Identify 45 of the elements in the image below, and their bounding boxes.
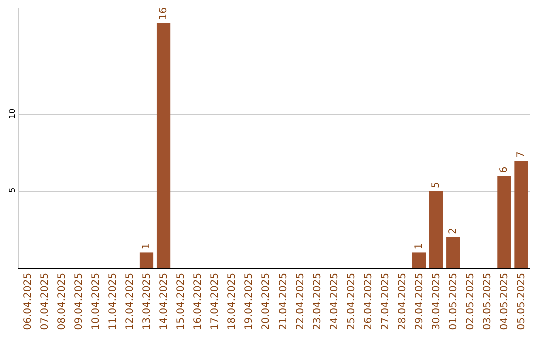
x-tick-label: 20.04.2025 [261,273,272,330]
bar [514,160,528,268]
x-tick-label: 13.04.2025 [142,273,153,330]
x-tick-label: 19.04.2025 [244,273,256,330]
x-tick-label: 01.05.2025 [448,273,460,330]
x-tick-label: 04.05.2025 [500,273,511,330]
data-label: 7 [516,152,527,158]
x-tick-label: 21.04.2025 [278,273,290,330]
data-label: 16 [158,8,170,20]
x-tick-label: 09.04.2025 [74,273,85,330]
x-tick-label: 12.04.2025 [124,273,136,330]
x-tick-label: 25.04.2025 [346,273,358,330]
x-tick-label: 15.04.2025 [176,273,188,330]
x-tick-label: 23.04.2025 [312,273,324,330]
x-tick-label: 27.04.2025 [380,273,392,330]
bar [156,23,171,268]
data-label: 6 [498,166,510,174]
data-label: 5 [430,182,442,189]
x-tick-label: 18.04.2025 [227,273,238,330]
x-tick-label: 07.04.2025 [40,273,51,330]
x-tick-label: 06.04.2025 [22,273,34,330]
bar [412,252,426,268]
x-tick-label: 08.04.2025 [56,273,68,330]
x-tick-label: 29.04.2025 [414,273,426,330]
bar [498,176,512,268]
x-tick-label: 28.04.2025 [398,273,408,330]
x-tick-label: 30.04.2025 [432,273,443,330]
y-tick-label: 10 [8,108,17,119]
x-tick-label: 02.05.2025 [466,273,477,330]
bar [140,252,154,268]
x-tick-label: 26.04.2025 [363,273,374,330]
data-label: 2 [448,228,459,234]
x-tick-label: 11.04.2025 [108,273,119,330]
data-label: 1 [414,243,425,250]
x-tick-label: 14.04.2025 [159,273,170,330]
x-tick-label: 10.04.2025 [90,273,102,330]
x-tick-label: 03.05.2025 [482,273,494,330]
x-tick-label: 24.04.2025 [329,273,340,330]
bar [446,237,460,268]
x-tick-label: 05.05.2025 [516,273,528,330]
x-tick-label: 22.04.2025 [295,273,306,330]
x-tick-label: 17.04.2025 [210,273,222,330]
bar [430,192,444,268]
data-label: 1 [141,243,152,250]
x-tick-label: 16.04.2025 [193,273,204,330]
